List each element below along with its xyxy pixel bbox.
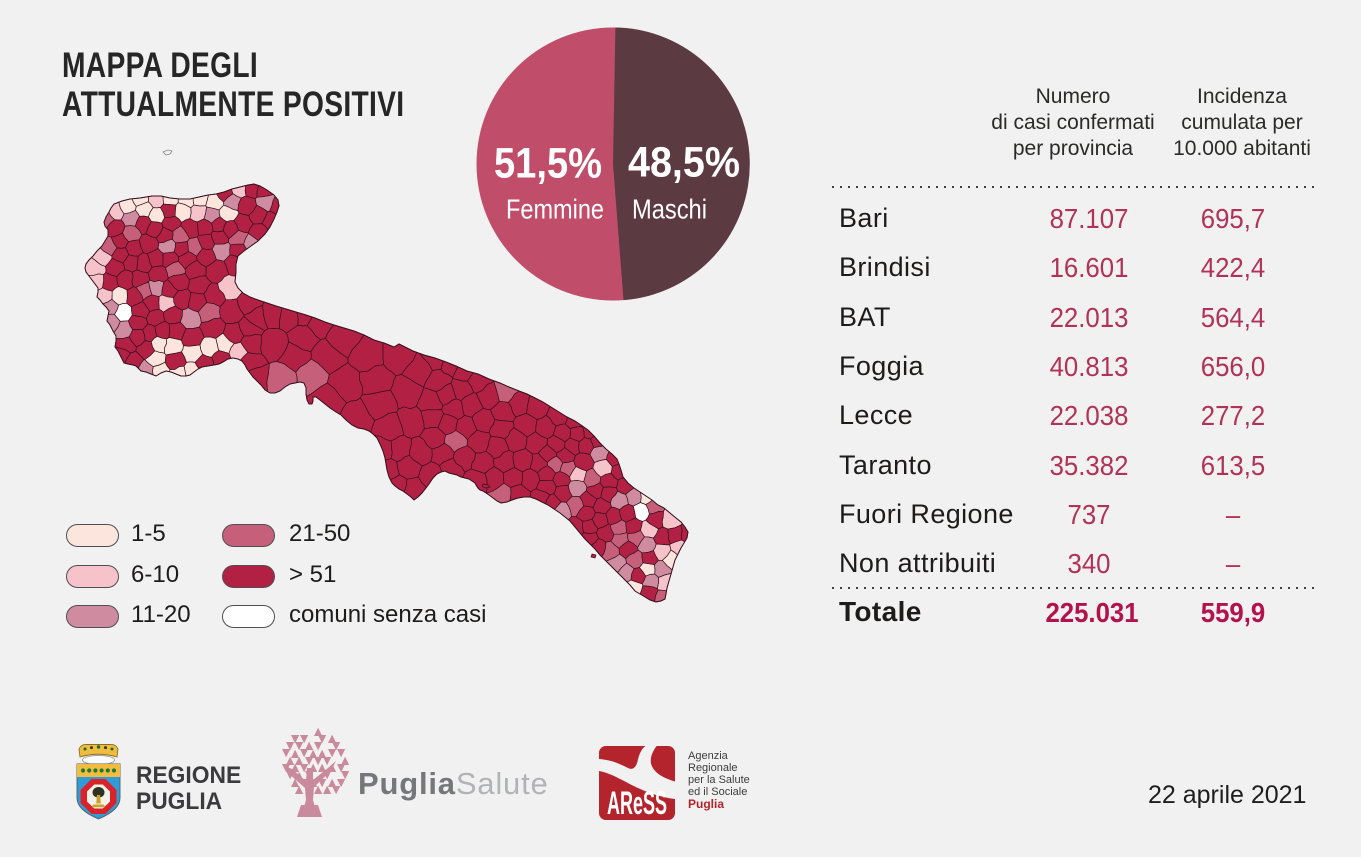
svg-text:48,5%: 48,5% bbox=[628, 139, 740, 187]
svg-text:AReSS: AReSS bbox=[607, 785, 667, 821]
svg-text:Maschi: Maschi bbox=[632, 194, 707, 225]
svg-text:51,5%: 51,5% bbox=[494, 140, 602, 188]
svg-text:Femmine: Femmine bbox=[506, 194, 604, 225]
